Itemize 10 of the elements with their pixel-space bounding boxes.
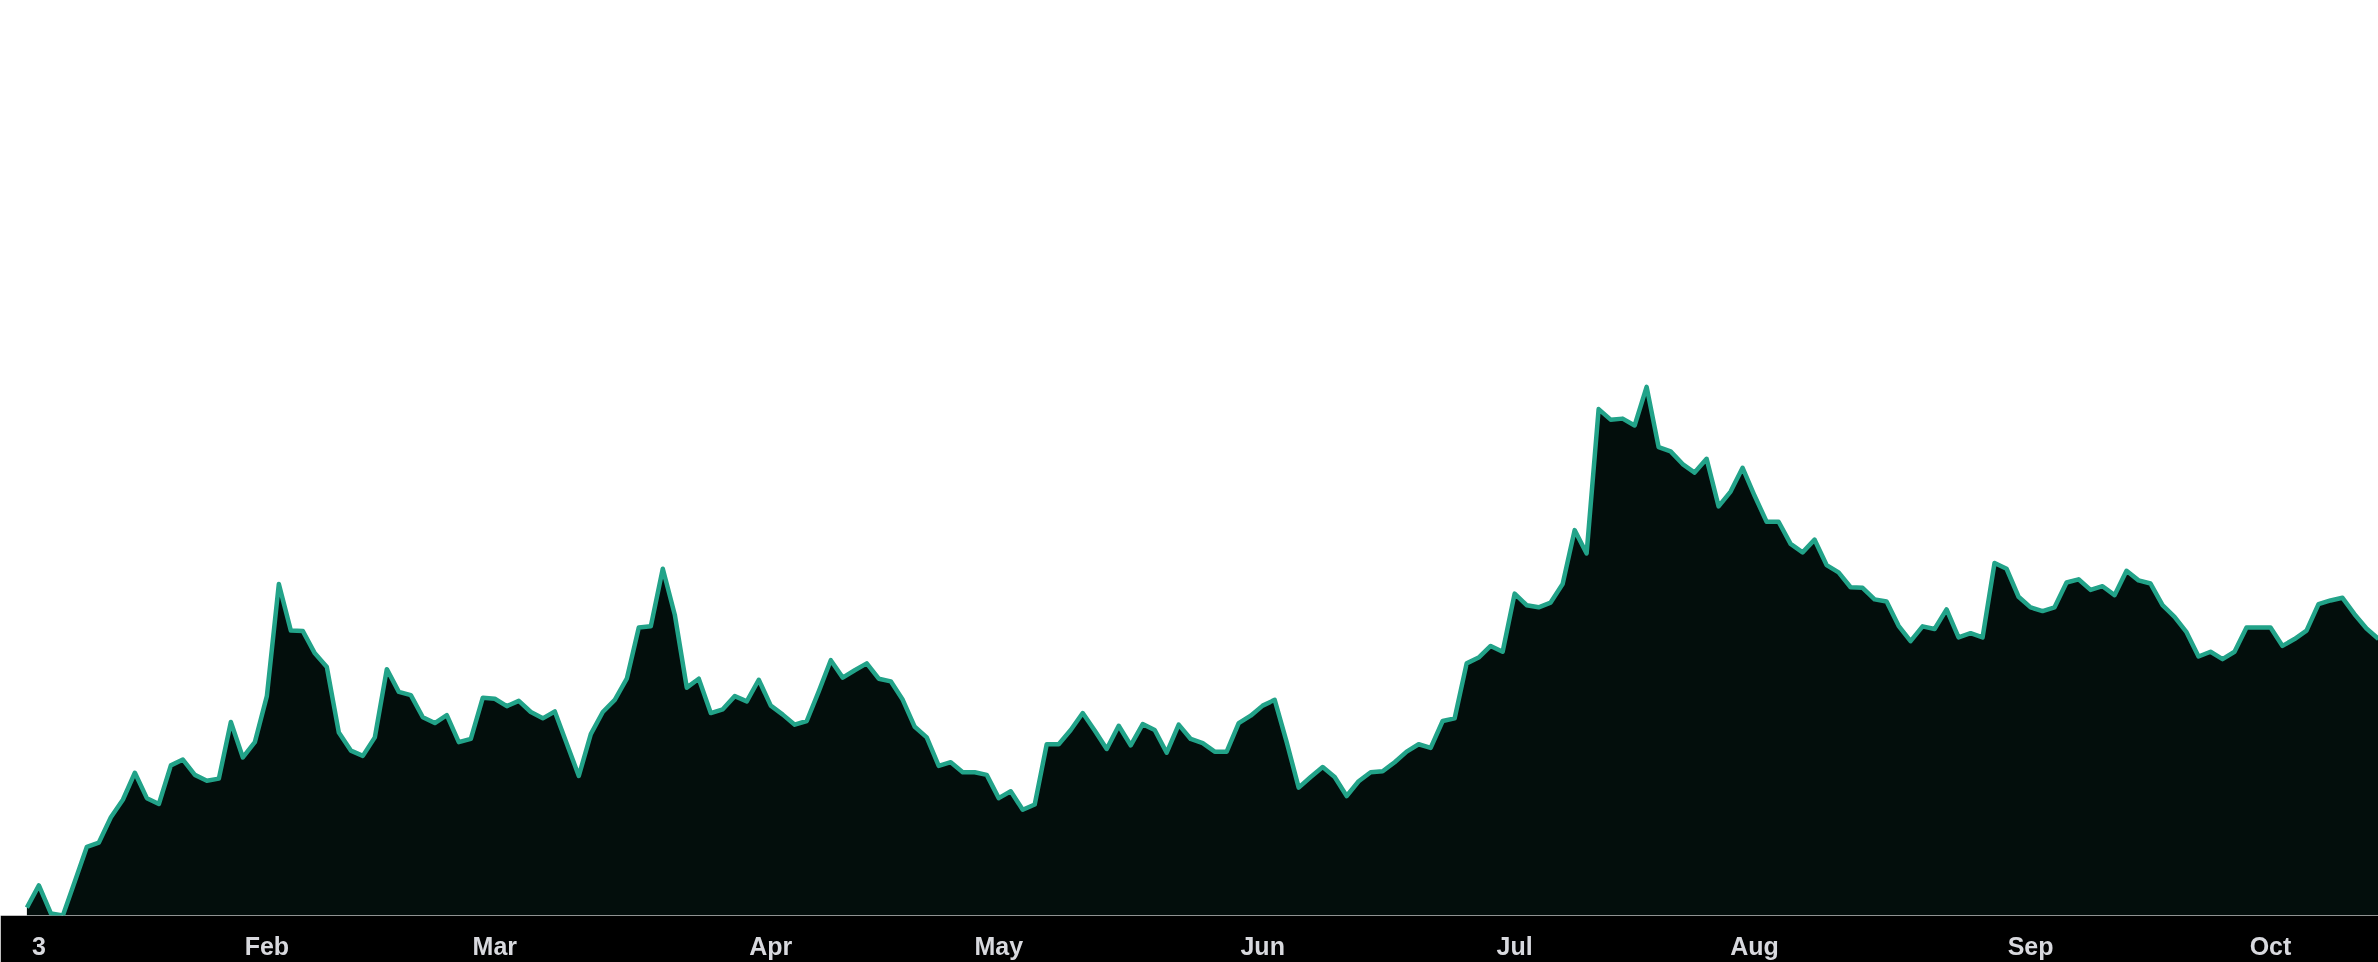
x-tick-label: Apr <box>749 931 793 960</box>
x-tick-label: Jul <box>1496 931 1533 960</box>
x-tick-label: Jun <box>1240 931 1285 960</box>
x-tick-label: Oct <box>2249 931 2293 960</box>
x-tick-label: Mar <box>472 931 518 960</box>
x-tick-label: 3 <box>31 931 46 960</box>
x-tick-label: Aug <box>1730 931 1779 960</box>
x-tick-label: Sep <box>2007 931 2054 960</box>
x-tick-label: Feb <box>244 931 290 960</box>
x-tick-label: May <box>974 931 1024 960</box>
